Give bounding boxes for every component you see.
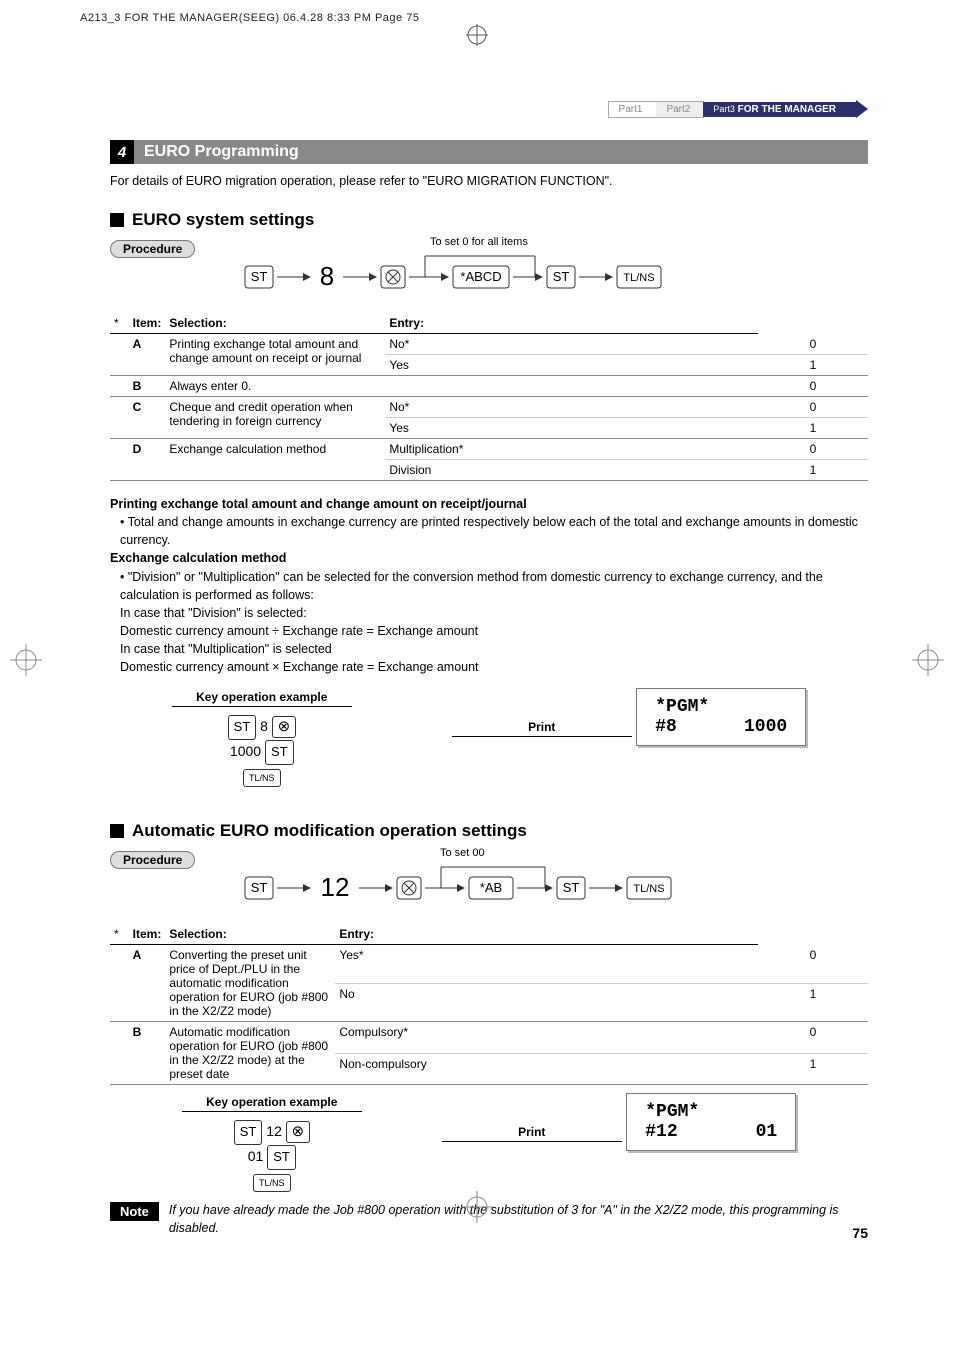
print-line2a: #12 <box>645 1122 677 1142</box>
to-set-hint-1: To set 0 for all items <box>430 236 528 248</box>
notes1-h1: Printing exchange total amount and chang… <box>110 495 868 513</box>
subsection-1-header: EURO system settings <box>110 210 868 230</box>
table-row: CCheque and credit operation when tender… <box>110 397 868 418</box>
subsection-2-title: Automatic EURO modification operation se… <box>132 821 527 841</box>
key-st: ST <box>228 715 257 740</box>
registration-mark-left <box>6 640 46 680</box>
notes1-l3: In case that "Multiplication" is selecte… <box>110 640 868 658</box>
notes1-h2: Exchange calculation method <box>110 549 868 567</box>
subsection-1-title: EURO system settings <box>132 210 314 230</box>
example-1: Key operation example ST 8 ⊗ 1000 ST TL/… <box>110 688 868 787</box>
breadcrumb-part3-prefix: Part3 <box>713 104 735 114</box>
th-entry: Entry: <box>335 924 758 945</box>
square-bullet-icon <box>110 213 124 227</box>
svg-text:TL/NS: TL/NS <box>624 272 655 284</box>
th-item: Item: <box>129 924 166 945</box>
table-row: AConverting the preset unit price of Dep… <box>110 945 868 984</box>
table-row: APrinting exchange total amount and chan… <box>110 334 868 355</box>
procedure-label: Procedure <box>110 240 195 258</box>
procedure-2: Procedure To set 00 ST 12 *AB <box>110 851 868 914</box>
key-num-12: 12 <box>266 1123 282 1139</box>
section-header: 4 EURO Programming <box>110 140 868 164</box>
svg-text:TL/NS: TL/NS <box>634 883 665 895</box>
multiply-key-icon: ⊗ <box>286 1121 310 1143</box>
breadcrumb-arrow-icon <box>856 100 868 118</box>
svg-text:*AB: *AB <box>480 880 502 895</box>
th-entry: Entry: <box>385 313 758 334</box>
key-tlns: TL/NS <box>253 1174 291 1192</box>
table-row: BAlways enter 0.0 <box>110 376 868 397</box>
star-marker: * <box>114 316 125 330</box>
breadcrumb-part2: Part2 <box>656 101 704 118</box>
breadcrumb-part3-label: FOR THE MANAGER <box>738 104 836 115</box>
svg-text:ST: ST <box>251 880 268 895</box>
th-selection: Selection: <box>165 313 385 334</box>
breadcrumb-part3: Part3 FOR THE MANAGER <box>703 102 856 117</box>
key-st: ST <box>265 740 294 765</box>
breadcrumb: Part1 Part2 Part3 FOR THE MANAGER <box>110 100 868 118</box>
th-item: Item: <box>129 313 166 334</box>
breadcrumb-part1: Part1 <box>608 101 658 118</box>
example-print-head: Print <box>452 720 632 737</box>
notes1-b1: • Total and change amounts in exchange c… <box>110 513 868 549</box>
table-row: BAutomatic modification operation for EU… <box>110 1022 868 1054</box>
page-number: 75 <box>852 1225 868 1241</box>
key-num-8: 8 <box>260 718 268 734</box>
notes1-l2: Domestic currency amount ÷ Exchange rate… <box>110 622 868 640</box>
registration-mark-right <box>908 640 948 680</box>
note-text: If you have already made the Job #800 op… <box>169 1202 868 1237</box>
registration-mark-top <box>466 24 488 46</box>
example-key-head: Key operation example <box>172 690 352 707</box>
print-line2a: #8 <box>655 717 677 737</box>
section-number: 4 <box>110 140 134 164</box>
subsection-2-header: Automatic EURO modification operation se… <box>110 821 868 841</box>
procedure-2-flow: ST 12 *AB ST <box>245 865 785 909</box>
example-1-keys: ST 8 ⊗ 1000 ST TL/NS <box>172 715 352 787</box>
print-output-2: *PGM* #12 01 <box>626 1093 796 1151</box>
print-line1: *PGM* <box>645 1102 777 1122</box>
print-line2b: 01 <box>756 1122 778 1142</box>
example-print-head: Print <box>442 1125 622 1142</box>
notes1-b2: • "Division" or "Multiplication" can be … <box>110 568 868 604</box>
notes-block-1: Printing exchange total amount and chang… <box>110 495 868 676</box>
table-row: DExchange calculation methodMultiplicati… <box>110 439 868 460</box>
svg-text:ST: ST <box>251 269 268 284</box>
svg-text:8: 8 <box>320 261 334 291</box>
settings-table-1: * Item: Selection: Entry: APrinting exch… <box>110 313 868 481</box>
example-2-keys: ST 12 ⊗ 01 ST TL/NS <box>182 1120 362 1192</box>
star-marker: * <box>114 927 125 941</box>
procedure-1-flow: ST 8 *ABCD ST <box>245 254 765 298</box>
svg-text:ST: ST <box>563 880 580 895</box>
settings-table-2: * Item: Selection: Entry: AConverting th… <box>110 924 868 1085</box>
procedure-label: Procedure <box>110 851 195 869</box>
print-line1: *PGM* <box>655 697 787 717</box>
doc-header-line: A213_3 FOR THE MANAGER(SEEG) 06.4.28 8:3… <box>0 0 954 26</box>
section-title: EURO Programming <box>134 143 299 161</box>
intro-text: For details of EURO migration operation,… <box>110 174 868 188</box>
print-output-1: *PGM* #8 1000 <box>636 688 806 746</box>
print-line2b: 1000 <box>744 717 787 737</box>
to-set-hint-2: To set 00 <box>440 847 485 859</box>
example-2: Key operation example ST 12 ⊗ 01 ST TL/N… <box>110 1093 868 1192</box>
procedure-1: Procedure To set 0 for all items ST 8 *A… <box>110 240 868 303</box>
key-tlns: TL/NS <box>243 769 281 787</box>
key-st: ST <box>234 1120 263 1145</box>
note-label: Note <box>110 1202 159 1221</box>
example-key-head: Key operation example <box>182 1095 362 1112</box>
registration-mark-bottom <box>457 1187 497 1227</box>
key-st: ST <box>267 1145 296 1170</box>
svg-text:12: 12 <box>321 872 350 902</box>
key-num-1000: 1000 <box>230 743 261 759</box>
notes1-l4: Domestic currency amount × Exchange rate… <box>110 658 868 676</box>
svg-text:ST: ST <box>553 269 570 284</box>
key-num-01: 01 <box>248 1148 264 1164</box>
multiply-key-icon: ⊗ <box>272 716 296 738</box>
th-selection: Selection: <box>165 924 335 945</box>
svg-text:*ABCD: *ABCD <box>461 269 502 284</box>
square-bullet-icon <box>110 824 124 838</box>
notes1-l1: In case that "Division" is selected: <box>110 604 868 622</box>
